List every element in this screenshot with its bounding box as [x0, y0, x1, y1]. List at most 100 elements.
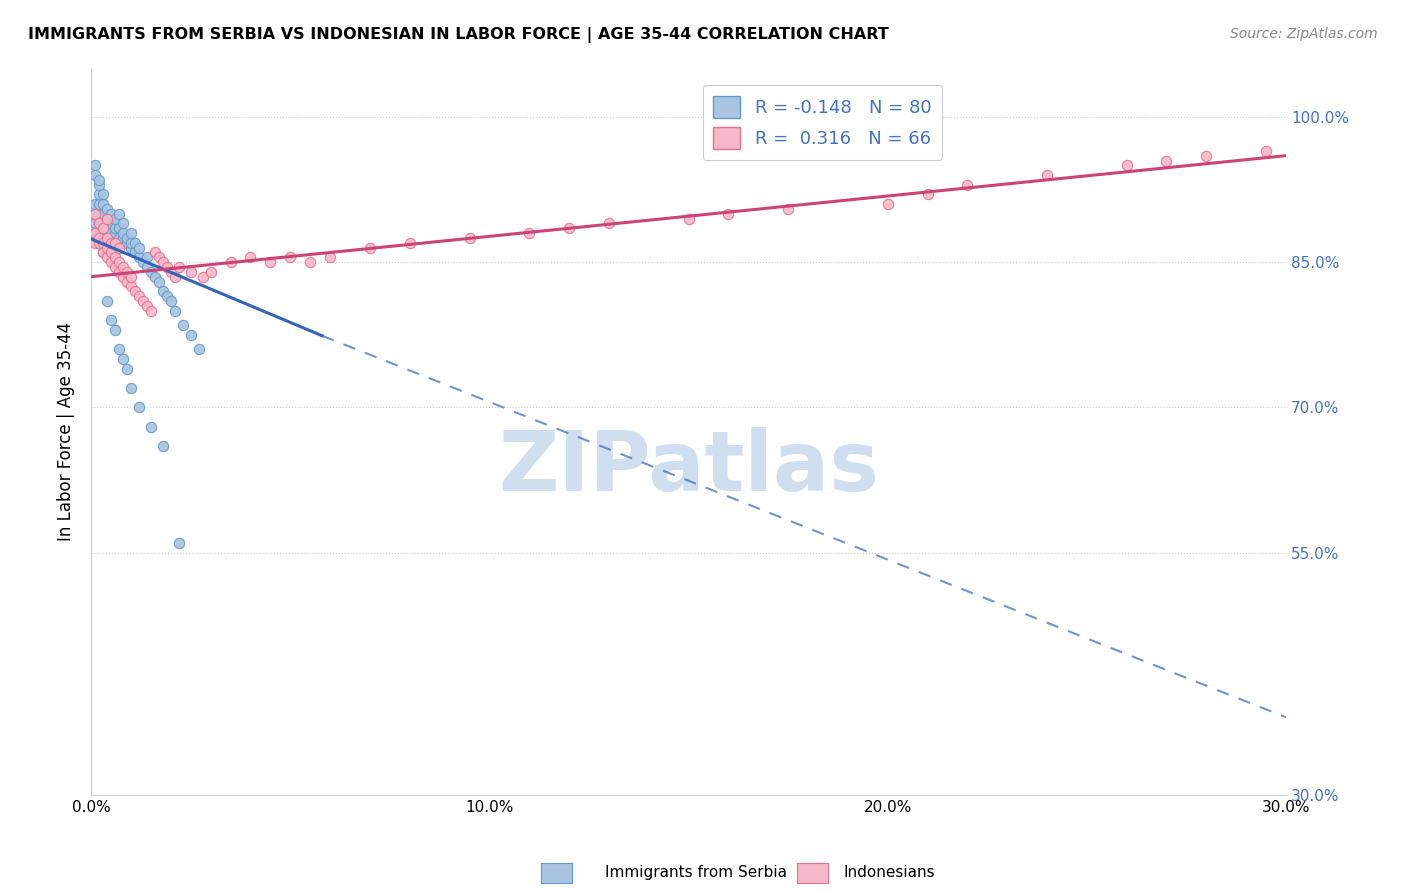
- Point: [100, 235, 122, 250]
- Point: [100, 207, 122, 221]
- Point: [187, 343, 209, 357]
- Point: [96, 235, 118, 250]
- Text: Indonesians: Indonesians: [844, 865, 935, 880]
- Point: [111, 235, 134, 250]
- Point: [876, 197, 898, 211]
- Point: [717, 207, 740, 221]
- Point: [87, 231, 110, 245]
- Point: [91, 221, 114, 235]
- Point: [91, 216, 114, 230]
- Point: [87, 231, 110, 245]
- Point: [115, 361, 138, 376]
- Point: [517, 226, 540, 240]
- Point: [108, 265, 131, 279]
- Point: [180, 327, 202, 342]
- Point: [96, 293, 118, 308]
- Point: [100, 245, 122, 260]
- Point: [139, 265, 162, 279]
- Point: [115, 235, 138, 250]
- Point: [167, 536, 190, 550]
- Point: [1036, 168, 1059, 182]
- Point: [128, 289, 150, 303]
- Point: [398, 235, 420, 250]
- Point: [108, 231, 131, 245]
- Point: [319, 250, 342, 264]
- Point: [100, 216, 122, 230]
- Point: [1115, 158, 1137, 172]
- Point: [120, 226, 142, 240]
- Point: [108, 207, 131, 221]
- Point: [956, 178, 979, 192]
- Point: [104, 250, 127, 264]
- Point: [104, 323, 127, 337]
- Point: [96, 231, 118, 245]
- Point: [84, 158, 107, 172]
- Point: [84, 168, 107, 182]
- Point: [148, 275, 170, 289]
- Point: [91, 235, 114, 250]
- Point: [96, 211, 118, 226]
- Point: [96, 221, 118, 235]
- Point: [84, 207, 107, 221]
- Point: [135, 299, 157, 313]
- Point: [108, 221, 131, 235]
- Point: [91, 245, 114, 260]
- Text: ZIPatlas: ZIPatlas: [498, 427, 879, 508]
- Point: [120, 279, 142, 293]
- Point: [108, 241, 131, 255]
- Point: [84, 226, 107, 240]
- Point: [91, 235, 114, 250]
- Point: [200, 265, 222, 279]
- Point: [159, 293, 181, 308]
- Point: [558, 221, 581, 235]
- Point: [84, 216, 107, 230]
- Point: [120, 269, 142, 284]
- Point: [259, 255, 281, 269]
- Point: [104, 235, 127, 250]
- Point: [159, 265, 181, 279]
- Point: [128, 241, 150, 255]
- Point: [132, 255, 155, 269]
- Point: [91, 226, 114, 240]
- Point: [108, 255, 131, 269]
- Point: [163, 269, 186, 284]
- Point: [87, 235, 110, 250]
- Point: [91, 245, 114, 260]
- Point: [299, 255, 322, 269]
- Point: [152, 439, 174, 453]
- Point: [1195, 149, 1218, 163]
- Point: [108, 235, 131, 250]
- Point: [84, 207, 107, 221]
- Point: [91, 197, 114, 211]
- Point: [120, 381, 142, 395]
- Point: [778, 202, 800, 216]
- Point: [124, 235, 146, 250]
- Legend: R = -0.148   N = 80, R =  0.316   N = 66: R = -0.148 N = 80, R = 0.316 N = 66: [703, 85, 942, 160]
- Point: [124, 284, 146, 298]
- Point: [143, 245, 166, 260]
- Point: [111, 231, 134, 245]
- Point: [91, 207, 114, 221]
- Point: [91, 235, 114, 250]
- Point: [108, 343, 131, 357]
- Point: [115, 231, 138, 245]
- Point: [100, 255, 122, 269]
- Point: [87, 173, 110, 187]
- Point: [96, 250, 118, 264]
- Point: [180, 265, 202, 279]
- Point: [111, 351, 134, 366]
- Point: [104, 260, 127, 274]
- Text: Source: ZipAtlas.com: Source: ZipAtlas.com: [1230, 27, 1378, 41]
- Point: [100, 226, 122, 240]
- Y-axis label: In Labor Force | Age 35-44: In Labor Force | Age 35-44: [58, 322, 75, 541]
- Point: [87, 178, 110, 192]
- Point: [115, 265, 138, 279]
- Point: [152, 255, 174, 269]
- Point: [87, 197, 110, 211]
- Point: [1156, 153, 1178, 168]
- Point: [128, 250, 150, 264]
- Point: [84, 197, 107, 211]
- Point: [87, 207, 110, 221]
- Point: [87, 211, 110, 226]
- Point: [104, 235, 127, 250]
